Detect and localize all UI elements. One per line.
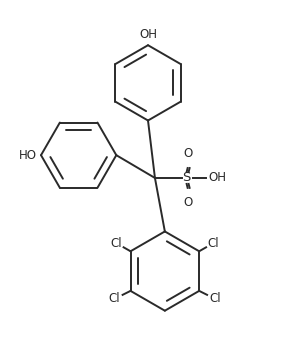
Text: HO: HO [19,149,37,162]
Text: Cl: Cl [207,237,219,250]
Text: OH: OH [208,171,226,185]
Text: Cl: Cl [109,292,121,305]
Text: S: S [182,171,191,185]
Text: Cl: Cl [209,292,221,305]
Text: O: O [183,196,192,209]
Text: OH: OH [139,28,157,41]
Text: Cl: Cl [111,237,122,250]
Text: O: O [183,147,192,160]
